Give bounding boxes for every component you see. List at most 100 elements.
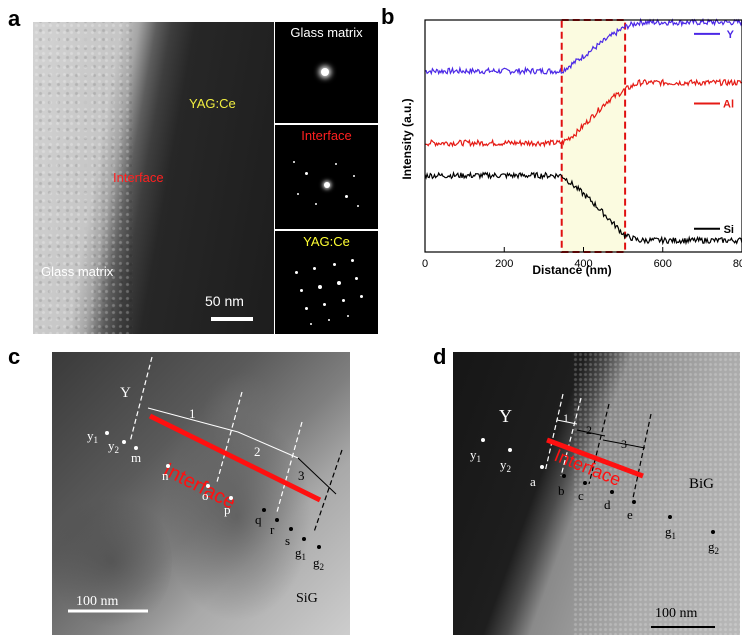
boundary-line: [216, 391, 243, 483]
glass-texture: [33, 22, 133, 334]
diffraction-spot: [355, 277, 358, 280]
panel-label-c: c: [8, 344, 21, 369]
point-label-o: o: [202, 488, 209, 503]
zone-arrow: [147, 407, 239, 433]
panel-d-tem-image: [453, 352, 740, 635]
diffraction-spot: [353, 175, 355, 177]
yagce-label: YAG:Ce: [189, 96, 236, 111]
point-label-p: p: [224, 502, 231, 517]
x-tick-label: 200: [495, 258, 513, 270]
boundary-line: [276, 421, 303, 513]
zone-label: 2: [254, 444, 261, 459]
interface-label: Interface: [113, 170, 164, 185]
zone-arrow: [602, 439, 646, 449]
x-tick-label: 0: [422, 258, 428, 270]
zone-label: 1: [189, 406, 196, 421]
panel-label-a: a: [8, 6, 21, 31]
scale-bar-label: 50 nm: [205, 293, 244, 309]
zone-label: 3: [621, 437, 627, 451]
diffraction-spot: [328, 319, 330, 321]
series-line-y: [424, 17, 742, 76]
diffraction-spot: [342, 299, 345, 302]
zone-label: 2: [586, 423, 592, 437]
diffraction-spot: [337, 281, 341, 285]
diffraction-spot: [300, 289, 303, 292]
point-marker: [583, 481, 587, 485]
diffraction-spot: [360, 295, 363, 298]
glass-matrix-label: Glass matrix: [41, 264, 114, 279]
boundary-line: [632, 413, 652, 499]
point-marker: [229, 496, 233, 500]
saed-title-yagce: YAG:Ce: [303, 234, 350, 249]
diffraction-spot: [295, 271, 298, 274]
diffraction-spot: [305, 307, 308, 310]
diffraction-spot: [313, 267, 316, 270]
legend-label-si: Si: [724, 224, 734, 236]
series-line-al: [424, 78, 742, 148]
panel-a-tem-image: YAG:Ce Interface Glass matrix 50 nm: [33, 22, 274, 334]
point-marker: [122, 440, 126, 444]
panel-d-overlay: Interface 1 2 3 Y BiG 100 nm: [499, 393, 715, 628]
point-marker: [562, 474, 566, 478]
point-label-y2: y2: [108, 438, 119, 455]
zone-arrow: [297, 457, 337, 495]
saed-title-interface: Interface: [301, 128, 352, 143]
big-region-label: BiG: [689, 476, 714, 492]
grain-region: [202, 372, 282, 452]
point-label-g2: g2: [313, 555, 324, 572]
zone-label: 3: [298, 468, 305, 483]
saed-interface: Interface: [275, 125, 378, 229]
point-label-a: a: [530, 474, 536, 489]
point-marker: [668, 515, 672, 519]
point-label-m: m: [131, 450, 142, 465]
saed-title-glass: Glass matrix: [290, 25, 363, 40]
diffraction-spot: [324, 182, 330, 188]
y-axis-label: Intensity (a.u.): [400, 98, 414, 179]
scale-bar: [211, 317, 253, 321]
series-line-si: [424, 170, 742, 246]
point-marker: [134, 446, 138, 450]
point-marker: [711, 530, 715, 534]
diffraction-spot: [305, 172, 308, 175]
point-marker: [206, 484, 210, 488]
point-marker: [540, 465, 544, 469]
panel-label-d: d: [433, 344, 447, 369]
saed-yagce: YAG:Ce: [275, 231, 378, 334]
diffraction-spot: [333, 263, 336, 266]
boundary-line: [588, 403, 610, 485]
point-label-e: e: [627, 507, 633, 522]
point-label-g1: g1: [665, 524, 676, 541]
zone-label: 1: [563, 411, 569, 425]
diffraction-spot: [315, 203, 317, 205]
boundary-line: [129, 356, 153, 443]
diffraction-spot: [310, 323, 312, 325]
diffraction-spot: [297, 193, 299, 195]
x-axis-label: Distance (nm): [532, 263, 611, 277]
interface-marker-line: [148, 413, 322, 503]
legend-label-al: Al: [723, 99, 734, 111]
point-label-y1: y1: [87, 428, 98, 445]
point-marker: [262, 508, 266, 512]
x-tick-label: 800: [733, 258, 742, 270]
point-label-s: s: [285, 533, 291, 548]
point-marker: [632, 500, 636, 504]
point-marker: [289, 527, 293, 531]
boundary-line: [313, 449, 343, 533]
panel-label-b: b: [381, 4, 395, 29]
highlight-region: [560, 19, 627, 253]
y-region-label: Y: [499, 406, 512, 426]
panel-c-overlay: Interface 1 2 3 Y SiG 100 nm: [68, 356, 343, 613]
point-marker: [508, 448, 512, 452]
point-label-b: b: [558, 483, 565, 498]
scale-bar-label: 100 nm: [655, 606, 698, 621]
y-region-label: Y: [120, 385, 131, 401]
line-profile-chart: Y Al Si 0 200 400 600 800 Intensity (a.u.) Dist…: [400, 17, 742, 277]
point-marker: [166, 464, 170, 468]
point-label-y1: y1: [470, 447, 481, 464]
zone-arrow: [237, 431, 299, 459]
diffraction-spot: [321, 68, 329, 76]
grain-region: [52, 492, 172, 632]
point-marker: [317, 545, 321, 549]
point-label-c: c: [578, 488, 584, 503]
point-label-n: n: [162, 468, 169, 483]
